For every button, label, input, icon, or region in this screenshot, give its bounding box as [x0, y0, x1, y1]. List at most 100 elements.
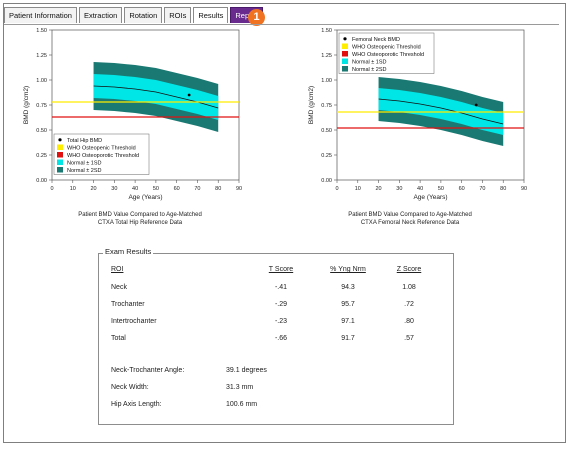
neck-width-value: 31.3 mm	[226, 384, 254, 391]
y-tick-label: 1.50	[36, 28, 47, 34]
z-score: .57	[404, 335, 414, 342]
callout-badge: 1	[248, 9, 265, 26]
x-axis-label: Age (Years)	[128, 194, 162, 201]
legend-label: Normal ± 1SD	[352, 60, 387, 66]
legend-swatch	[342, 51, 348, 57]
tab-patient-information[interactable]: Patient Information	[4, 7, 77, 23]
x-tick-label: 0	[50, 186, 53, 192]
roi-name: Trochanter	[111, 301, 145, 308]
legend-swatch	[57, 159, 63, 165]
legend-swatch	[58, 138, 62, 142]
legend-swatch	[57, 152, 63, 158]
legend-label: WHO Osteoporotic Threshold	[67, 153, 139, 159]
x-tick-label: 30	[396, 186, 402, 192]
x-tick-label: 50	[438, 186, 444, 192]
y-tick-label: 1.25	[321, 53, 332, 59]
legend-label: WHO Osteoporotic Threshold	[352, 52, 424, 58]
y-tick-label: 1.00	[36, 78, 47, 84]
t-score: -.66	[274, 335, 288, 342]
x-tick-label: 90	[236, 186, 242, 192]
caption-line: Patient BMD Value Compared to Age-Matche…	[348, 212, 472, 218]
y-tick-label: 0.75	[36, 103, 47, 109]
hip-axis-length-label: Hip Axis Length:	[111, 401, 162, 408]
y-tick-label: 0.25	[321, 153, 332, 159]
x-tick-label: 30	[111, 186, 117, 192]
legend-box	[338, 32, 435, 74]
x-tick-label: 90	[521, 186, 527, 192]
hip-axis-length-value: 100.6 mm	[226, 401, 258, 408]
young-normal: 91.7	[341, 335, 355, 342]
y-tick-label: 0.00	[36, 178, 47, 184]
x-tick-label: 70	[479, 186, 485, 192]
patient-bmd-point	[187, 93, 191, 97]
z-score: .80	[404, 318, 414, 325]
roi-name: Intertrochanter	[111, 318, 157, 325]
legend-label: WHO Osteopenic Threshold	[352, 45, 421, 51]
y-tick-label: 1.50	[321, 28, 332, 34]
x-tick-label: 10	[355, 186, 361, 192]
t-score: -.41	[274, 284, 288, 291]
legend-label: Normal ± 2SD	[67, 168, 102, 174]
tab-rotation[interactable]: Rotation	[124, 7, 163, 23]
y-tick-label: 1.00	[321, 78, 332, 84]
neck-trochanter-angle-label: Neck-Trochanter Angle:	[111, 367, 185, 374]
patient-bmd-point	[474, 103, 478, 107]
exam-results-title: Exam Results	[103, 247, 154, 256]
x-tick-label: 20	[375, 186, 381, 192]
x-tick-label: 50	[153, 186, 159, 192]
legend-swatch	[343, 37, 347, 41]
x-axis-label: Age (Years)	[413, 194, 447, 201]
normal-1sd-band	[93, 74, 219, 120]
x-tick-label: 80	[500, 186, 506, 192]
header-z-score: Z Score	[396, 266, 422, 273]
t-score: -.29	[274, 301, 288, 308]
tab-extraction[interactable]: Extraction	[78, 7, 123, 23]
y-tick-label: 0.00	[321, 178, 332, 184]
x-tick-label: 60	[174, 186, 180, 192]
legend-label: Normal ± 1SD	[67, 161, 102, 167]
z-score: 1.08	[402, 284, 416, 291]
total-hip-chart: 0.00 0.25 0.50 0.75 1.00 1.25 1.50 0 10 20 30 40 50 6…	[23, 28, 242, 201]
legend-swatch	[57, 144, 63, 150]
legend-swatch	[57, 167, 63, 173]
roi-name: Neck	[111, 284, 127, 291]
femoral-neck-chart: 0.00 0.25 0.50 0.75 1.00 1.25 1.50 0 10 20 30 40 50 6…	[308, 28, 527, 201]
z-score: .72	[404, 301, 414, 308]
legend-label: Total Hip BMD	[67, 138, 102, 144]
legend-box	[53, 133, 150, 175]
t-score: -.23	[274, 318, 288, 325]
legend-swatch	[342, 66, 348, 72]
header-young-normal: % Yng Nrm	[330, 266, 366, 273]
neck-width-label: Neck Width:	[111, 384, 149, 391]
total-hip-caption: Patient BMD Value Compared to Age-Matche…	[40, 211, 240, 227]
header-roi: ROI	[111, 266, 124, 273]
x-tick-label: 0	[335, 186, 338, 192]
x-tick-label: 20	[90, 186, 96, 192]
x-tick-label: 40	[132, 186, 138, 192]
caption-line: CTXA Total Hip Reference Data	[97, 220, 183, 226]
caption-line: CTXA Femoral Neck Reference Data	[360, 220, 460, 226]
mean-line	[378, 98, 504, 125]
young-normal: 95.7	[341, 301, 355, 308]
header-t-score: T Score	[268, 266, 294, 273]
tab-rois[interactable]: ROIs	[164, 7, 192, 23]
young-normal: 94.3	[341, 284, 355, 291]
legend-label: Normal ± 2SD	[352, 67, 387, 73]
y-tick-label: 0.50	[36, 128, 47, 134]
neck-trochanter-angle-value: 39.1 degrees	[226, 367, 267, 374]
caption-line: Patient BMD Value Compared to Age-Matche…	[78, 212, 202, 218]
y-axis-label: BMD (g/cm2)	[308, 86, 315, 124]
legend-swatch	[342, 43, 348, 49]
y-axis-label: BMD (g/cm2)	[23, 86, 30, 124]
x-tick-label: 80	[215, 186, 221, 192]
tab-results[interactable]: Results	[193, 7, 229, 23]
legend-label: Femoral Neck BMD	[352, 37, 400, 43]
x-tick-label: 60	[459, 186, 465, 192]
femoral-neck-caption: Patient BMD Value Compared to Age-Matche…	[310, 211, 510, 227]
y-tick-label: 1.25	[36, 53, 47, 59]
tab-bar: Patient Information Extraction Rotation …	[4, 7, 263, 24]
legend-label: WHO Osteopenic Threshold	[67, 146, 136, 152]
x-tick-label: 40	[417, 186, 423, 192]
y-tick-label: 0.25	[36, 153, 47, 159]
x-tick-label: 10	[70, 186, 76, 192]
